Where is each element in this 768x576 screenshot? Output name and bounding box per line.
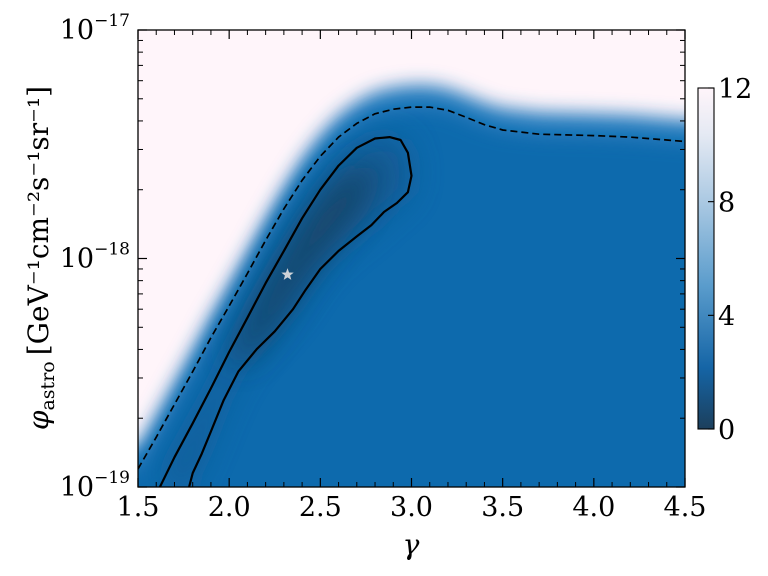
y-tick-label: 10−17 xyxy=(60,11,130,46)
colorbar-tick-label: 8 xyxy=(718,188,735,219)
colorbar-tick-label: 0 xyxy=(718,415,735,446)
heatmap-field xyxy=(138,30,685,487)
x-axis-title: γ xyxy=(403,528,420,561)
colorbar: 0 4 8 12 xyxy=(697,74,752,446)
contour-solid xyxy=(158,136,413,487)
x-tick-label: 1.5 xyxy=(117,492,160,523)
x-axis: 1.5 2.0 2.5 3.0 3.5 4.0 4.5 xyxy=(117,30,707,523)
colorbar-tick-label: 12 xyxy=(718,74,752,105)
heatmap-region-minimum xyxy=(229,163,375,360)
y-axis-title: φastro[GeV⁻¹cm⁻²s⁻¹sr⁻¹] xyxy=(22,86,59,430)
heatmap-region-main xyxy=(138,107,685,487)
x-tick-label: 4.5 xyxy=(664,492,707,523)
colorbar-gradient xyxy=(697,87,715,430)
x-tick-label: 3.5 xyxy=(481,492,524,523)
best-fit-star-marker xyxy=(281,268,294,280)
x-tick-label: 3.0 xyxy=(390,492,433,523)
x-tick-label: 2.5 xyxy=(299,492,342,523)
contour-dashed xyxy=(138,106,685,470)
colorbar-tick-label: 4 xyxy=(718,301,735,332)
x-tick-label: 2.0 xyxy=(208,492,251,523)
x-tick-label: 4.0 xyxy=(572,492,615,523)
y-tick-label: 10−18 xyxy=(60,240,130,275)
y-axis: 10−19 10−18 10−17 xyxy=(60,11,685,503)
y-tick-label: 10−19 xyxy=(60,468,130,503)
